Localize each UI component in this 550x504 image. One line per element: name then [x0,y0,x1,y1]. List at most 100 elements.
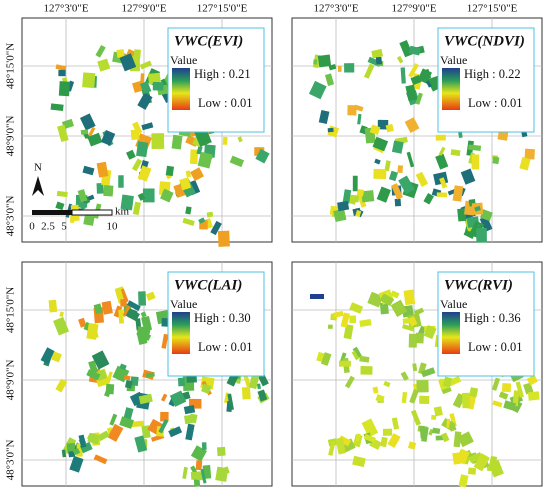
legend-label: Value [440,297,467,311]
field-patch [340,312,351,328]
field-patch [137,165,152,182]
field-patch [363,63,375,79]
field-patch [91,350,110,370]
field-patch [503,400,517,411]
field-patch [183,404,196,415]
field-patch [397,165,404,174]
field-patch [391,140,404,154]
field-patch [124,379,133,389]
field-patch [474,205,481,212]
scale-tick-label: 5 [61,221,67,233]
field-patch [351,350,360,361]
field-patch [408,63,419,78]
field-patch [380,436,388,448]
field-patch [217,230,230,247]
field-patch [109,413,118,426]
field-patch [119,416,134,429]
field-patch [441,387,452,395]
field-patch [400,67,406,84]
field-patch [126,149,136,160]
field-patch [82,72,96,89]
field-patch [408,45,421,56]
legend-high: High : 0.36 [464,311,521,325]
field-patch [171,134,183,150]
field-patch [97,430,110,442]
field-patch [405,84,418,102]
legend-label: Value [440,53,467,67]
field-patch [456,448,470,465]
field-patch [125,308,140,322]
field-patch [182,466,188,479]
longitude-label: 127°3'0"E [313,3,358,15]
field-patch [377,119,389,130]
field-patch [185,206,192,215]
field-patch [423,192,434,205]
north-label: N [34,162,42,174]
field-patch [248,372,260,390]
field-patch [133,49,141,58]
field-patch [55,378,68,393]
field-patch [419,395,430,404]
latitude-label: 48°3'0"N [5,196,17,237]
field-patch [210,220,222,236]
field-patch [369,124,381,135]
longitude-label: 127°9'0"E [391,3,436,15]
field-patch [222,136,228,145]
field-patch [338,360,351,367]
field-patch [431,414,437,421]
field-patch [66,442,76,452]
field-patch [182,217,195,226]
field-patch [398,175,415,195]
field-patch [379,302,389,315]
field-patch [390,290,400,299]
field-patch [241,386,251,400]
field-patch [463,229,475,240]
latitude-label: 48°3'0"N [5,440,17,481]
field-patch [256,383,261,390]
field-patch [372,386,379,394]
field-patch [161,393,168,402]
field-patch [101,300,113,315]
field-patch [512,390,520,407]
legend-high: High : 0.30 [194,311,251,325]
field-patch [216,446,226,457]
field-patch [407,441,417,450]
field-patch [87,432,101,445]
longitude-label: 127°3'0"E [43,3,88,15]
field-patch [387,433,401,449]
field-patch [492,400,503,408]
field-patch [55,201,65,211]
field-patch [120,194,134,211]
field-patch [78,434,87,448]
field-patch [349,302,364,314]
field-patch [87,132,103,147]
field-patch [396,55,404,64]
field-patch [313,59,318,65]
field-patch [435,153,449,170]
field-patch [142,188,155,203]
field-patch [118,309,124,324]
field-patch [139,81,152,95]
field-patch [194,127,212,147]
field-patch [137,92,153,110]
field-patch [221,466,230,475]
latitude-label: 48°9'0"N [5,116,17,157]
field-patch [344,63,355,73]
field-patch [467,467,477,475]
field-patch [527,391,540,401]
field-patch [184,414,193,425]
field-patch [460,168,476,185]
field-patch [198,217,206,224]
field-patch [337,200,350,212]
field-patch [332,310,344,318]
field-patch [147,72,161,85]
field-patch [391,183,403,200]
latitude-label: 48°15'0"N [5,43,17,89]
field-patch [519,156,531,171]
field-patch [343,324,354,340]
field-patch [391,417,400,430]
field-patch [374,158,381,165]
legend-low: Low : 0.01 [198,96,253,110]
field-patch [48,299,58,313]
